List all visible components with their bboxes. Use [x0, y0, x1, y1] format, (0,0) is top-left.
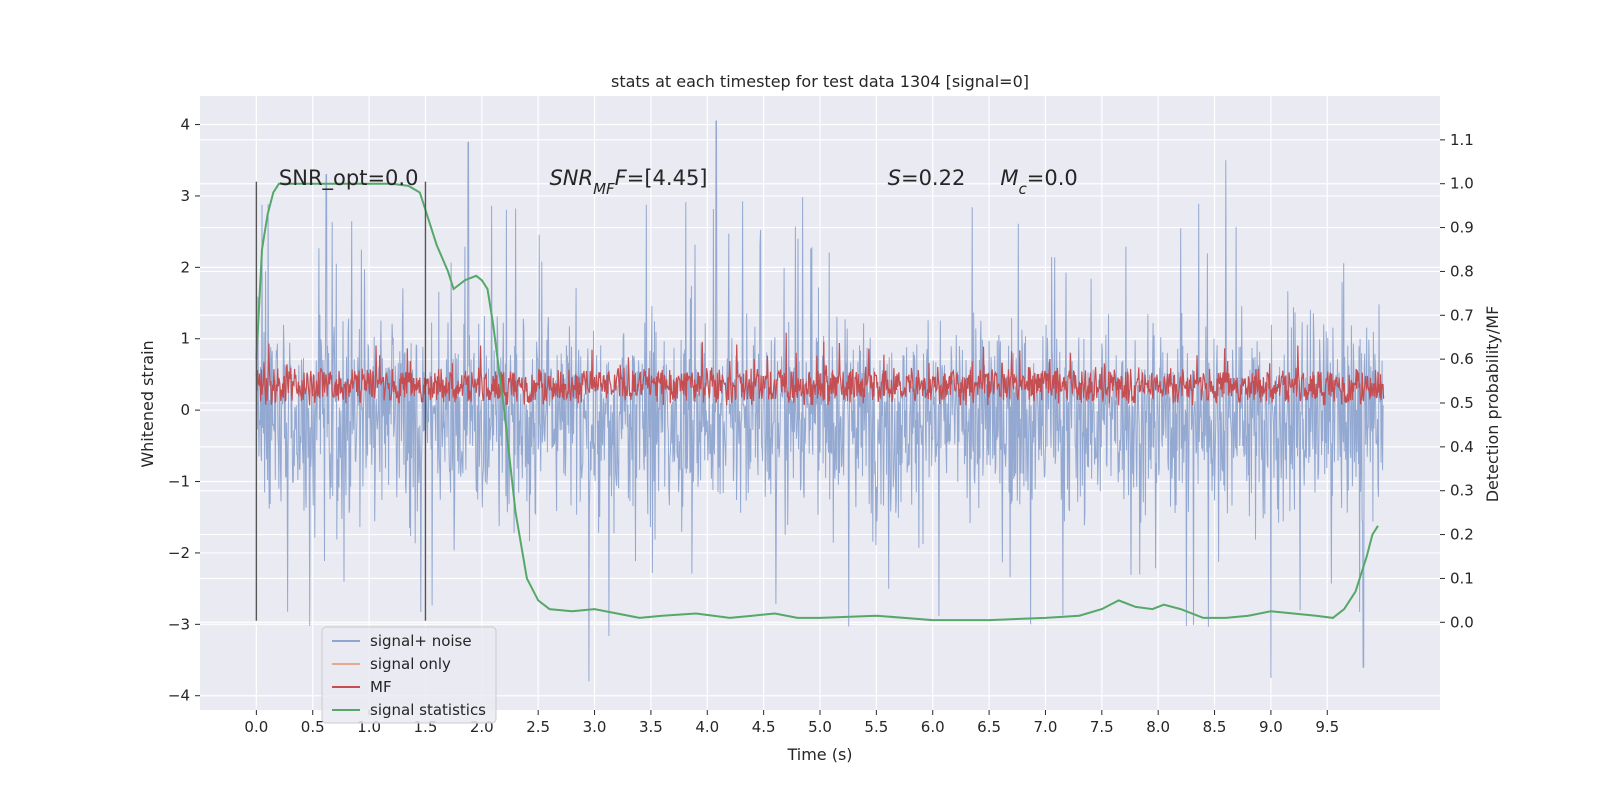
annotations: SNR_opt=0.0 SNRMFF=[4.45] S=0.22 Mc=0.0	[279, 166, 1078, 198]
x-tick-label: 9.0	[1259, 718, 1283, 736]
x-tick-label: 4.0	[695, 718, 719, 736]
annotation-text: SNRMFF=[4.45]	[549, 166, 707, 198]
x-tick-label: 2.5	[526, 718, 550, 736]
right-y-tick-label: 1.1	[1450, 131, 1474, 149]
right-y-tick-label: 0.1	[1450, 569, 1474, 587]
left-y-tick-label: 2	[180, 258, 190, 276]
chart-title: stats at each timestep for test data 130…	[611, 72, 1029, 91]
left-y-axis-ticks: 4 3 2 1 0 −1 −2 −3 −4	[168, 116, 200, 705]
x-tick-label: 7.5	[1090, 718, 1114, 736]
right-y-tick-label: 1.0	[1450, 175, 1474, 193]
right-y-tick-label: 0.6	[1450, 350, 1474, 368]
x-tick-label: 5.0	[808, 718, 832, 736]
legend-label: signal statistics	[370, 701, 486, 719]
left-y-tick-label: 3	[180, 187, 190, 205]
annotation-text: Mc=0.0	[1000, 166, 1077, 198]
x-tick-label: 5.5	[864, 718, 888, 736]
right-y-tick-label: 0.0	[1450, 613, 1474, 631]
left-y-tick-label: −4	[168, 687, 190, 705]
x-tick-label: 3.5	[639, 718, 663, 736]
x-tick-label: 9.5	[1315, 718, 1339, 736]
left-y-tick-label: 4	[180, 116, 190, 134]
mf-series	[255, 332, 1385, 406]
x-tick-label: 8.0	[1146, 718, 1170, 736]
left-y-tick-label: −2	[168, 544, 190, 562]
x-axis-label: Time (s)	[786, 745, 852, 764]
left-y-tick-label: −1	[168, 473, 190, 491]
left-y-tick-label: −3	[168, 615, 190, 633]
x-tick-label: 3.0	[583, 718, 607, 736]
annotation-text: S=0.22	[888, 166, 966, 190]
x-tick-label: 4.5	[752, 718, 776, 736]
signal-statistics-line	[255, 182, 1379, 622]
x-tick-label: 0.0	[244, 718, 268, 736]
vertical-markers	[255, 181, 427, 621]
right-y-tick-label: 0.4	[1450, 438, 1474, 456]
left-y-tick-label: 1	[180, 330, 190, 348]
right-y-axis-label: Detection probability/MF	[1483, 306, 1502, 503]
x-tick-label: 6.0	[921, 718, 945, 736]
left-y-axis-label: Whitened strain	[138, 340, 157, 467]
right-y-tick-label: 0.7	[1450, 306, 1474, 324]
x-tick-label: 8.5	[1203, 718, 1227, 736]
signal-statistics-series	[255, 182, 1379, 622]
right-y-tick-label: 0.8	[1450, 262, 1474, 280]
x-tick-label: 7.0	[1034, 718, 1058, 736]
legend-label: MF	[370, 678, 392, 696]
mf-line	[255, 332, 1385, 406]
signal-noise-line	[255, 120, 1385, 682]
right-y-tick-label: 0.3	[1450, 482, 1474, 500]
annotation-text: SNR_opt=0.0	[279, 166, 419, 191]
legend: signal+ noise signal only MF signal statist…	[321, 626, 497, 724]
legend-label: signal only	[370, 655, 451, 673]
legend-label: signal+ noise	[370, 632, 472, 650]
right-y-tick-label: 0.2	[1450, 526, 1474, 544]
signal-noise-series	[255, 120, 1385, 682]
right-y-axis-ticks: 1.1 1.0 0.9 0.8 0.7 0.6 0.5 0.4 0.3 0.2 0.1 0.0	[1440, 131, 1474, 631]
legend-box	[321, 626, 497, 724]
left-y-tick-label: 0	[180, 401, 190, 419]
x-tick-label: 0.5	[301, 718, 325, 736]
right-y-tick-label: 0.5	[1450, 394, 1474, 412]
x-tick-label: 6.5	[977, 718, 1001, 736]
right-y-tick-label: 0.9	[1450, 219, 1474, 237]
